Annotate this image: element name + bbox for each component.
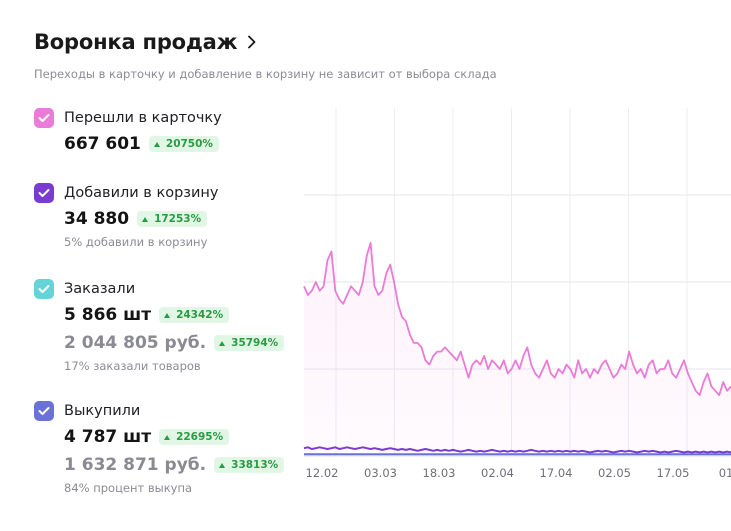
metric-value: 34 880 — [64, 209, 130, 229]
metric-value: 4 787 шт — [64, 427, 152, 447]
change-badge: 24342% — [159, 307, 230, 323]
metric-label: Добавили в корзину — [64, 185, 219, 201]
arrow-up-icon — [153, 141, 160, 147]
metric-note: 84% процент выкупа — [64, 481, 193, 495]
checkbox-cart[interactable] — [34, 183, 54, 203]
check-icon — [38, 285, 50, 293]
x-tick-label: 01.0 — [719, 466, 731, 480]
metric-card-buyouts: Выкупили 4 787 шт 22695% 1 632 871 руб. … — [34, 401, 294, 495]
metric-note: 17% заказали товаров — [64, 359, 201, 373]
metric-label: Перешли в карточку — [64, 110, 222, 126]
metric-value: 5 866 шт — [64, 305, 152, 325]
x-tick-label: 18.03 — [423, 466, 456, 480]
checkbox-buyouts[interactable] — [34, 401, 54, 421]
x-tick-label: 02.04 — [481, 466, 514, 480]
change-badge: 20750% — [148, 136, 219, 152]
metric-label: Выкупили — [64, 403, 141, 419]
change-badge: 22695% — [159, 429, 230, 445]
change-value: 33813% — [231, 459, 279, 471]
arrow-up-icon — [219, 340, 226, 346]
change-badge: 33813% — [214, 457, 285, 473]
section-header[interactable]: Воронка продаж — [34, 30, 261, 54]
change-value: 22695% — [176, 431, 224, 443]
metric-card-orders: Заказали 5 866 шт 24342% 2 044 805 руб. … — [34, 279, 294, 373]
change-badge: 35794% — [214, 335, 285, 351]
arrow-up-icon — [164, 312, 171, 318]
change-badge: 17253% — [137, 211, 208, 227]
metric-note: 5% добавили в корзину — [64, 235, 208, 249]
check-icon — [38, 114, 50, 122]
checkbox-card-views[interactable] — [34, 108, 54, 128]
check-icon — [38, 407, 50, 415]
x-tick-label: 17.05 — [657, 466, 690, 480]
metric-value: 667 601 — [64, 134, 141, 154]
series-line-1[interactable] — [303, 446, 731, 454]
change-value: 20750% — [165, 138, 213, 150]
sales-funnel-chart[interactable]: 12.02 03.03 18.03 02.04 17.04 02.05 17.05 01.0 — [300, 100, 731, 500]
chart-canvas[interactable]: 12.02 03.03 18.03 02.04 17.04 02.05 17.05 01.0 — [300, 100, 731, 500]
arrow-up-icon — [142, 216, 149, 222]
series-area — [304, 242, 731, 456]
series-line-0[interactable] — [303, 241, 731, 396]
page-title[interactable]: Воронка продаж — [34, 30, 238, 54]
metric-label: Заказали — [64, 281, 136, 297]
arrow-up-icon — [164, 434, 171, 440]
x-tick-label: 03.03 — [364, 466, 397, 480]
change-value: 35794% — [231, 337, 279, 349]
metric-value-secondary: 1 632 871 руб. — [64, 455, 207, 475]
x-tick-label: 17.04 — [540, 466, 573, 480]
subtitle: Переходы в карточку и добавление в корзи… — [34, 67, 497, 81]
change-value: 24342% — [176, 309, 224, 321]
change-value: 17253% — [154, 213, 202, 225]
check-icon — [38, 189, 50, 197]
checkbox-orders[interactable] — [34, 279, 54, 299]
x-tick-label: 12.02 — [306, 466, 339, 480]
metric-value-secondary: 2 044 805 руб. — [64, 333, 207, 353]
metric-card-views: Перешли в карточку 667 601 20750% — [34, 108, 294, 154]
arrow-up-icon — [219, 462, 226, 468]
x-tick-label: 02.05 — [598, 466, 631, 480]
metric-card-cart: Добавили в корзину 34 880 17253% 5% доба… — [34, 183, 294, 249]
chevron-right-icon[interactable] — [247, 32, 261, 52]
